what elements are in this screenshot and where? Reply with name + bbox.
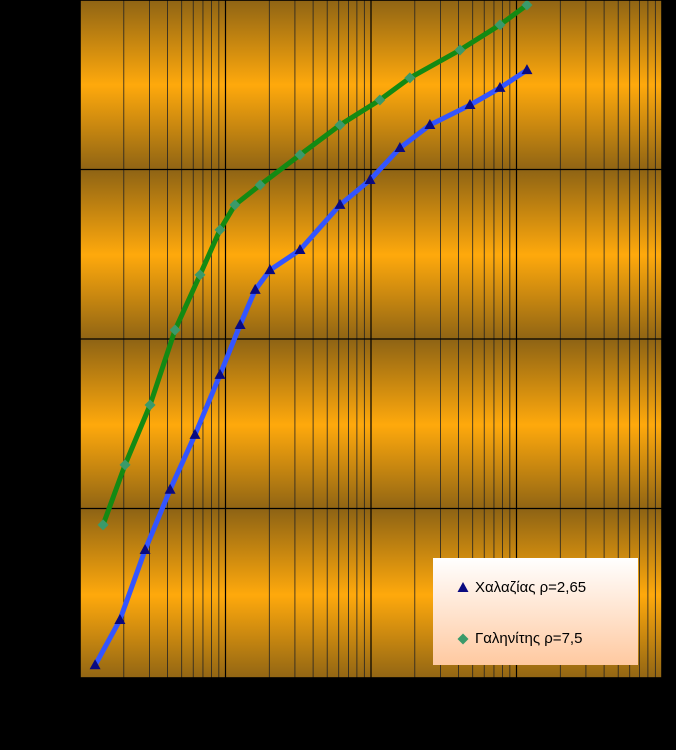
- legend-marker: [457, 633, 469, 645]
- marker: [234, 318, 246, 329]
- plot-border: [79, 0, 663, 679]
- marker: [424, 119, 436, 130]
- marker: [521, 0, 533, 11]
- marker: [494, 19, 506, 31]
- marker: [97, 519, 109, 531]
- marks: [89, 0, 533, 670]
- marker: [169, 324, 181, 336]
- marker: [214, 224, 226, 236]
- marker: [119, 459, 131, 471]
- legend-label: Γαληνίτης ρ=7,5: [475, 630, 582, 647]
- marker: [521, 64, 533, 75]
- legend-label: Χαλαζίας ρ=2,65: [475, 579, 586, 596]
- marker: [374, 94, 386, 106]
- legend-marker: [457, 582, 469, 592]
- marker: [394, 141, 406, 152]
- marker: [294, 244, 306, 255]
- marker: [214, 368, 226, 379]
- marker: [249, 283, 261, 294]
- marker: [229, 199, 241, 211]
- marker: [494, 81, 506, 92]
- marker: [254, 179, 266, 191]
- marker: [404, 72, 416, 84]
- legend-box: [433, 558, 638, 665]
- marker: [164, 483, 176, 494]
- marker: [189, 428, 201, 439]
- marker: [364, 174, 376, 185]
- marker: [264, 264, 276, 275]
- marker: [334, 119, 346, 131]
- marker: [294, 149, 306, 161]
- marker: [139, 544, 151, 555]
- marker: [144, 399, 156, 411]
- legend: Χαλαζίας ρ=2,65 Γαληνίτης ρ=7,5: [433, 558, 638, 665]
- marker: [454, 44, 466, 56]
- marker: [334, 198, 346, 209]
- marker: [194, 269, 206, 281]
- marker: [464, 99, 476, 110]
- marker: [89, 659, 101, 670]
- marker: [114, 613, 126, 624]
